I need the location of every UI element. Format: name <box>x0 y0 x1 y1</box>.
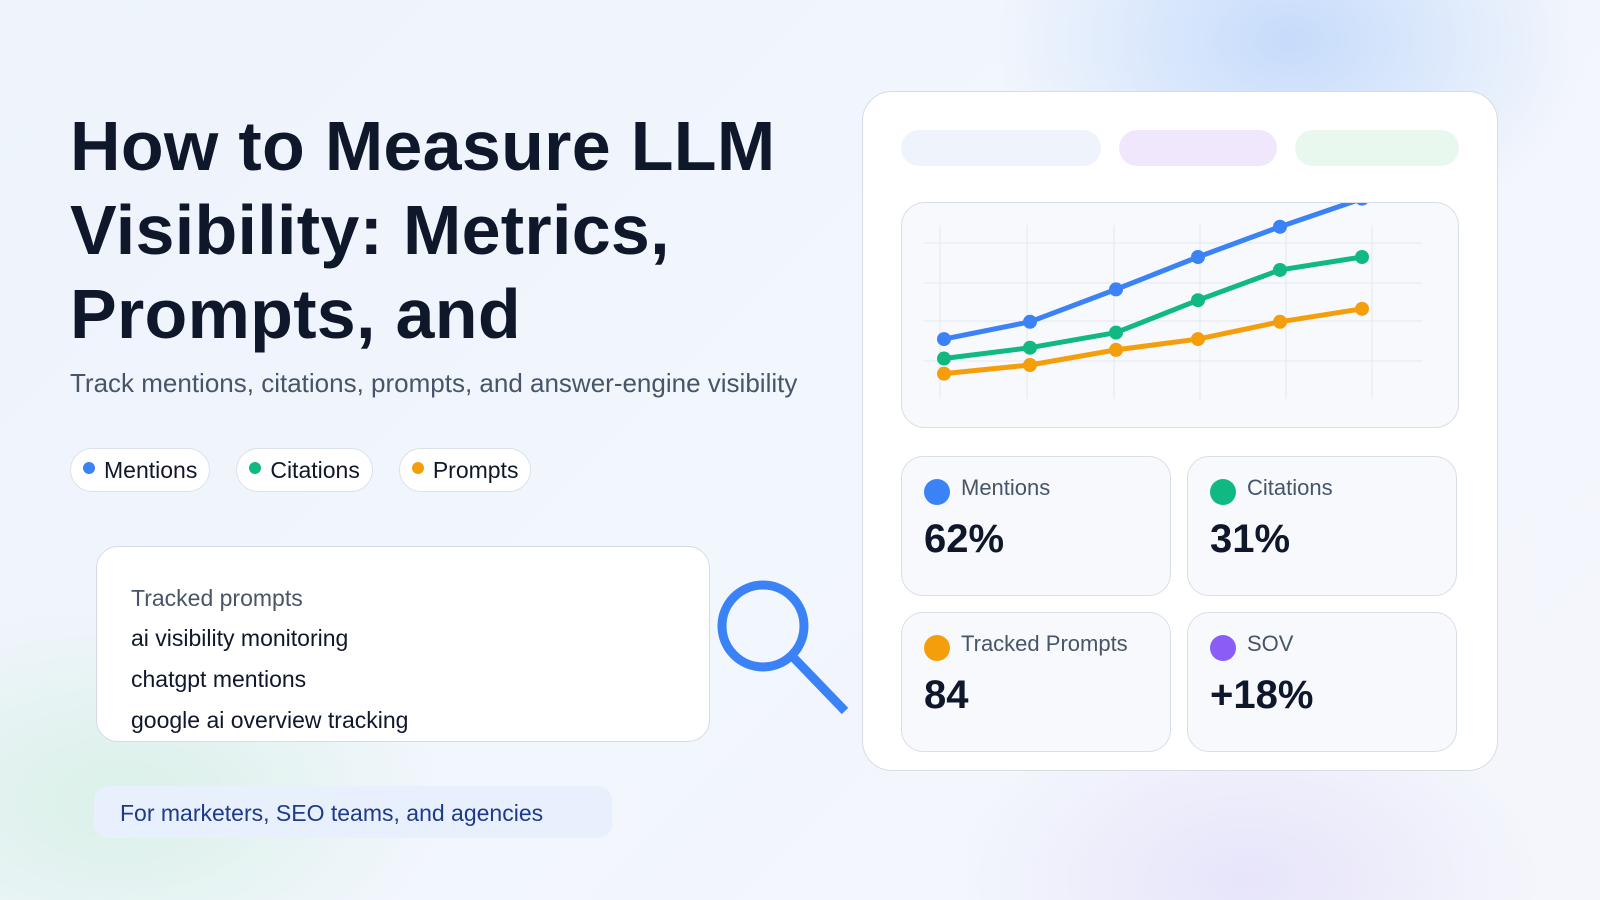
legend-label: Prompts <box>432 456 519 483</box>
prompt-item: chatgpt mentions <box>131 666 307 692</box>
skeleton-bar <box>1295 130 1459 166</box>
data-point-1-4 <box>1273 262 1287 277</box>
skeleton-bar <box>1119 130 1277 166</box>
data-point-2-2 <box>1109 342 1123 357</box>
stat-card-sov: SOV +18% <box>1187 612 1457 752</box>
data-point-1-3 <box>1191 293 1205 308</box>
legend: Mentions Citations Prompts <box>70 448 532 492</box>
legend-pill-citations: Citations <box>236 448 373 492</box>
data-point-1-5 <box>1355 250 1369 264</box>
dashboard-card: Mentions 62% Citations 31% Tracked Promp… <box>862 91 1498 771</box>
line-chart-svg <box>924 203 1422 399</box>
sov-dot-icon <box>1210 635 1236 661</box>
data-point-0-1 <box>1023 314 1037 329</box>
stat-card-citations: Citations 31% <box>1187 456 1457 596</box>
tracked-prompts-card: Tracked prompts ai visibility monitoring… <box>96 546 710 742</box>
mentions-dot-icon <box>924 479 950 505</box>
tracked-prompts-dot-icon <box>924 635 950 661</box>
audience-badge: For marketers, SEO teams, and agencies <box>94 786 612 838</box>
skeleton-bar <box>901 130 1101 166</box>
data-point-2-0 <box>937 366 951 381</box>
mentions-dot-icon <box>83 462 95 474</box>
stat-label: SOV <box>1247 631 1294 656</box>
data-point-0-3 <box>1191 250 1205 264</box>
page-title: How to Measure LLM Visibility: Metrics, … <box>70 107 776 353</box>
data-point-2-4 <box>1273 314 1287 329</box>
data-point-2-1 <box>1023 358 1037 372</box>
tracked-prompts-title: Tracked prompts <box>131 585 303 611</box>
line-chart <box>901 202 1459 428</box>
page-subtitle: Track mentions, citations, prompts, and … <box>70 368 798 398</box>
data-point-2-3 <box>1191 332 1205 347</box>
search-icon <box>717 580 849 715</box>
stat-label: Tracked Prompts <box>961 631 1128 656</box>
citations-dot-icon <box>1210 479 1236 505</box>
data-point-0-0 <box>937 332 951 347</box>
stat-value: +18% <box>1210 673 1314 717</box>
stat-card-mentions: Mentions 62% <box>901 456 1171 596</box>
series-line-1 <box>941 254 1365 362</box>
stat-value: 62% <box>924 517 1005 561</box>
data-point-1-0 <box>937 351 951 366</box>
prompt-item: ai visibility monitoring <box>131 625 349 651</box>
stat-value: 84 <box>924 673 969 717</box>
stat-value: 31% <box>1210 517 1291 561</box>
data-point-2-5 <box>1355 301 1369 316</box>
series-line-2 <box>941 306 1365 377</box>
legend-pill-prompts: Prompts <box>398 448 532 492</box>
stat-label: Mentions <box>961 475 1051 500</box>
stat-label: Citations <box>1247 475 1333 500</box>
stat-card-tracked-prompts: Tracked Prompts 84 <box>901 612 1171 752</box>
data-point-0-2 <box>1109 282 1123 297</box>
data-point-0-5 <box>1356 203 1368 206</box>
legend-label: Mentions <box>104 456 198 483</box>
data-point-1-1 <box>1023 340 1037 355</box>
prompt-item: google ai overview tracking <box>131 707 409 733</box>
prompts-dot-icon <box>411 462 424 474</box>
data-point-0-4 <box>1273 219 1287 234</box>
legend-pill-mentions: Mentions <box>70 448 211 492</box>
citations-dot-icon <box>249 462 262 474</box>
data-point-1-2 <box>1109 325 1123 340</box>
series-line-0 <box>941 203 1358 342</box>
legend-label: Citations <box>270 456 360 483</box>
